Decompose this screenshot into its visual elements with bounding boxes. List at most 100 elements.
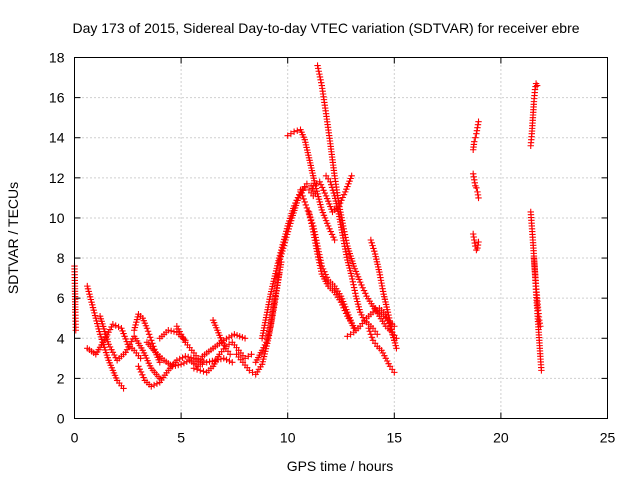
data-point	[297, 186, 304, 194]
data-point	[356, 278, 364, 286]
y-tick-label: 0	[57, 411, 65, 427]
data-point	[342, 310, 350, 317]
y-tick-label: 8	[57, 250, 65, 266]
data-point	[229, 359, 236, 366]
data-point	[367, 236, 375, 244]
data-point	[387, 320, 394, 327]
data-point	[115, 323, 122, 331]
data-point	[148, 383, 155, 390]
y-tick-label: 2	[57, 370, 65, 386]
data-point	[314, 65, 322, 72]
data-point	[72, 327, 79, 334]
data-point	[340, 304, 347, 311]
data-point	[350, 281, 357, 288]
data-point	[148, 337, 155, 344]
data-point	[300, 195, 307, 203]
data-point	[275, 258, 283, 266]
data-point	[200, 357, 208, 365]
data-point	[226, 357, 233, 365]
data-point	[319, 184, 326, 191]
data-point	[385, 311, 392, 319]
data-point	[349, 275, 356, 283]
data-point	[172, 362, 179, 369]
data-point	[369, 242, 376, 249]
data-point	[366, 328, 373, 335]
y-tick-label: 12	[49, 170, 65, 186]
data-point	[282, 236, 289, 244]
data-point	[320, 187, 327, 194]
x-tick-label: 10	[280, 430, 296, 446]
data-point	[340, 191, 348, 198]
data-point	[137, 355, 144, 362]
data-point	[328, 231, 336, 238]
data-point	[314, 253, 322, 261]
data-point	[223, 356, 230, 363]
y-axis-label: SDTVAR / TECUs	[5, 182, 21, 294]
data-point	[339, 194, 346, 201]
data-point	[371, 248, 378, 255]
data-point	[316, 73, 324, 81]
data-point	[360, 287, 368, 294]
data-point	[341, 307, 349, 314]
y-tick-label: 6	[57, 290, 65, 306]
data-point	[248, 351, 255, 358]
data-point	[329, 187, 337, 194]
data-point	[349, 278, 357, 286]
x-tick-label: 20	[493, 430, 509, 446]
data-point	[156, 359, 163, 366]
data-point	[350, 284, 358, 291]
data-point	[316, 262, 324, 269]
data-point	[241, 335, 249, 342]
data-point	[330, 233, 337, 241]
data-point	[359, 284, 366, 291]
data-point	[386, 317, 393, 325]
data-point	[317, 181, 325, 188]
data-point	[175, 361, 182, 369]
data-point	[308, 220, 315, 227]
data-point	[136, 365, 143, 373]
data-point	[303, 204, 311, 212]
y-tick-label: 10	[49, 210, 65, 226]
data-point	[331, 236, 338, 244]
data-point	[348, 172, 355, 180]
data-point	[362, 290, 369, 297]
x-tick-label: 25	[600, 430, 616, 446]
y-tick-label: 18	[49, 50, 65, 66]
data-point	[365, 325, 372, 332]
data-point	[358, 281, 365, 289]
data-point	[301, 184, 308, 192]
data-point	[351, 287, 358, 294]
axis-ticks: 0 5 10 15 20 25 0 2 4 6 8 10 12 14 16 18	[49, 50, 616, 446]
data-point	[471, 138, 478, 145]
data-point	[190, 365, 198, 372]
data-point	[140, 374, 147, 381]
data-point	[475, 118, 482, 125]
data-point	[475, 194, 482, 202]
data-point	[279, 247, 286, 255]
data-point	[169, 363, 176, 370]
data-point	[301, 198, 308, 206]
chart-title: Day 173 of 2015, Sidereal Day-to-day VTE…	[72, 20, 579, 36]
data-point	[352, 290, 359, 297]
data-point	[109, 321, 117, 328]
data-point	[286, 223, 293, 230]
data-point	[179, 354, 186, 361]
data-point	[327, 228, 334, 235]
x-tick-label: 5	[177, 430, 185, 446]
data-point	[339, 301, 346, 309]
data-point	[388, 326, 395, 333]
data-point	[279, 245, 287, 252]
data-point	[165, 327, 172, 334]
data-point	[315, 68, 322, 75]
data-point	[182, 353, 189, 360]
data-point	[145, 331, 153, 338]
data-point	[315, 256, 322, 263]
data-point	[290, 128, 298, 135]
y-tick-label: 14	[49, 130, 65, 146]
data-point	[287, 220, 294, 227]
data-point	[318, 268, 325, 275]
data-point	[180, 359, 188, 367]
y-tick-label: 16	[49, 90, 65, 106]
data-point	[308, 223, 316, 230]
